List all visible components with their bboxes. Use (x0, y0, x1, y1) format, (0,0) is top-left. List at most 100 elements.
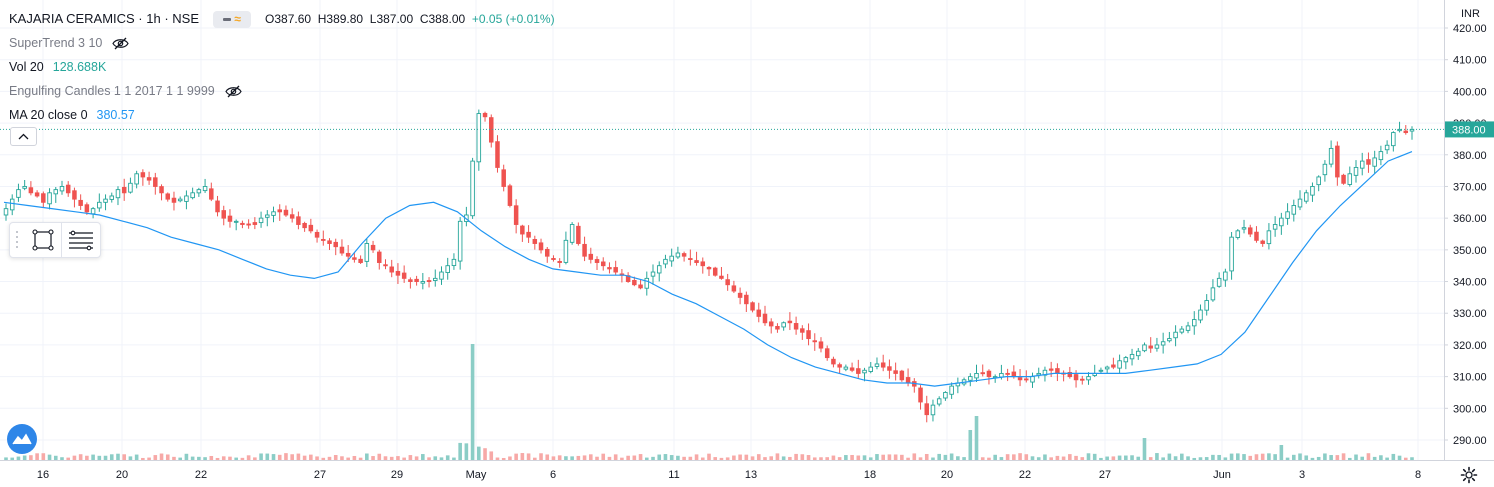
indicator-volume[interactable]: Vol 20 128.688K (9, 55, 555, 79)
time-axis[interactable]: 16 20 22 27 29 May 6 11 13 18 20 22 27 Jun 3 8 (0, 460, 1494, 482)
candle-body (1266, 230, 1272, 245)
floating-drawing-toolbar[interactable] (9, 222, 101, 258)
rectangle-tool-button[interactable] (24, 223, 62, 257)
candle-body (97, 201, 102, 209)
price-tick-label: 350.00 (1453, 245, 1487, 257)
candle-body (9, 198, 15, 211)
candle-body (1154, 344, 1160, 349)
fib-tool-button[interactable] (62, 223, 100, 257)
volume-bar (682, 456, 686, 460)
volume-bar (1092, 453, 1097, 460)
volume-bar (999, 457, 1004, 460)
volume-bar (1372, 456, 1377, 460)
tradingview-logo-icon[interactable] (7, 424, 37, 454)
candle-body (364, 243, 370, 262)
volume-bar (862, 455, 867, 460)
volume-bar (408, 455, 413, 460)
time-tick-label: 18 (864, 469, 876, 481)
volume-bar (290, 454, 294, 460)
candle-body (532, 239, 538, 244)
eye-crossed-icon[interactable] (112, 37, 130, 50)
collapse-legend-button[interactable] (10, 127, 37, 146)
candle-body (974, 372, 979, 379)
volume-bar (582, 455, 587, 460)
price-tick-label: 420.00 (1453, 23, 1487, 35)
volume-bar (551, 456, 556, 460)
candle-body (16, 189, 21, 198)
volume-bar (91, 454, 95, 460)
volume-bar (371, 456, 375, 460)
volume-bar (464, 443, 469, 460)
volume-bar (968, 430, 973, 460)
indicator-ma[interactable]: MA 20 close 0 380.57 (9, 103, 555, 127)
candle-body (1384, 144, 1390, 151)
volume-bar (296, 453, 301, 460)
candle-body (1322, 163, 1328, 176)
candle-body (289, 214, 295, 219)
candle-body (146, 177, 152, 181)
volume-bar (974, 416, 979, 460)
eye-crossed-icon[interactable] (225, 85, 242, 98)
candle-body (28, 187, 34, 194)
candle-body (377, 251, 382, 263)
time-tick-label: 22 (1019, 469, 1031, 481)
candle-body (457, 220, 463, 262)
volume-bar (1273, 454, 1277, 460)
volume-bar (1385, 457, 1389, 460)
volume-bar (719, 457, 724, 460)
volume-bar (620, 457, 624, 460)
volume-bar (756, 454, 761, 460)
volume-bar (1217, 454, 1221, 460)
candle-body (408, 279, 413, 282)
candle-body (1341, 174, 1346, 184)
candle-body (59, 186, 65, 192)
chart-settings-button[interactable] (1459, 465, 1479, 485)
volume-bar (1049, 457, 1053, 460)
candle-body (1005, 372, 1010, 375)
candle-body (1391, 132, 1396, 147)
drag-handle-icon[interactable] (10, 223, 24, 257)
candle-body (1024, 378, 1029, 381)
volume-bar (1117, 455, 1122, 460)
indicator-engulfing[interactable]: Engulfing Candles 1 1 2017 1 1 9999 (9, 79, 555, 103)
time-tick-label: 27 (314, 469, 326, 481)
volume-bar (570, 456, 574, 460)
candle-body (1316, 176, 1321, 186)
candle-body (115, 189, 121, 199)
candle-body (681, 253, 687, 257)
volume-bar (1267, 453, 1271, 460)
candle-body (756, 309, 762, 317)
candle-body (526, 231, 531, 238)
volume-bar (750, 456, 755, 460)
volume-bar (284, 453, 288, 460)
candle-body (426, 280, 432, 283)
high-value: 389.80 (326, 12, 364, 26)
compare-toggle[interactable]: ≈ (213, 10, 251, 28)
volume-bar (508, 456, 512, 460)
indicator-supertrend[interactable]: SuperTrend 3 10 (9, 31, 555, 55)
volume-bar (315, 456, 319, 460)
candle-body (1117, 360, 1122, 369)
volume-bar (35, 453, 39, 460)
price-tick-label: 380.00 (1453, 150, 1487, 162)
volume-bar (271, 454, 276, 460)
volume-bar (4, 457, 8, 460)
price-axis[interactable]: INR 420.00410.00400.00390.00380.00370.00… (1444, 0, 1494, 460)
volume-bar (962, 457, 966, 460)
volume-bar (825, 457, 830, 460)
candle-body (930, 404, 936, 416)
volume-bar (1043, 454, 1047, 460)
volume-bar (66, 457, 71, 460)
candle-body (1111, 364, 1116, 368)
volume-bar (526, 453, 531, 460)
volume-bar (346, 457, 350, 460)
volume-bar (277, 454, 282, 460)
volume-bar (445, 455, 450, 460)
volume-bar (470, 344, 475, 460)
candle-body (800, 328, 805, 333)
candle-body (507, 185, 513, 206)
candle-body (849, 367, 855, 371)
candle-body (563, 239, 569, 263)
symbol-title[interactable]: KAJARIA CERAMICS · 1h · NSE (9, 11, 199, 26)
